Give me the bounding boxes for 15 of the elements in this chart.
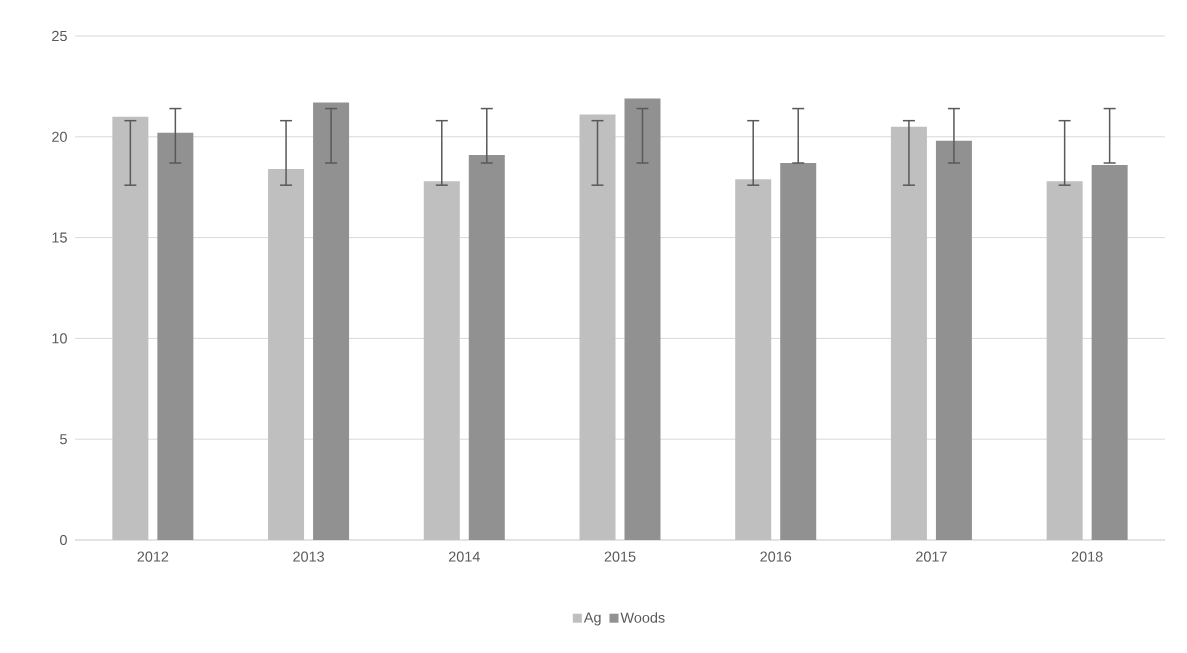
x-tick-label: 2016 — [760, 551, 792, 562]
x-tick-label: 2015 — [604, 551, 636, 562]
x-tick-label: 2018 — [1071, 551, 1103, 562]
legend-label: Woods — [620, 612, 665, 623]
y-tick-label: 25 — [52, 30, 67, 42]
y-tick-label: 20 — [52, 131, 67, 142]
x-tick-label: 2012 — [137, 551, 169, 562]
y-tick-label: 15 — [52, 232, 67, 243]
x-tick-label: 2013 — [293, 551, 324, 562]
y-tick-label: 5 — [60, 434, 67, 445]
x-tick-label: 2014 — [448, 551, 480, 562]
x-tick-label: 2017 — [916, 551, 947, 562]
y-tick-label: 0 — [60, 534, 67, 546]
y-tick-label: 10 — [52, 333, 67, 344]
legend-label: Ag — [583, 612, 601, 626]
